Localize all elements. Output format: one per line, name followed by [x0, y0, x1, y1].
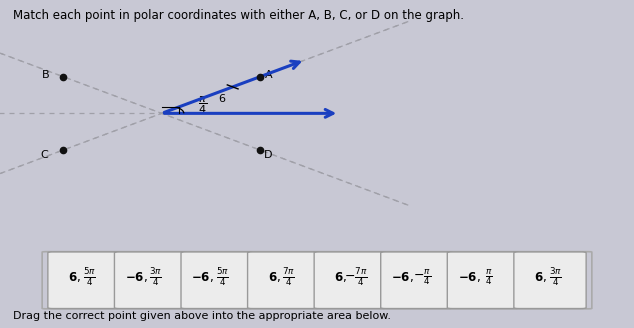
FancyBboxPatch shape [448, 252, 520, 309]
Text: D: D [264, 150, 273, 160]
Text: $\mathbf{6},$: $\mathbf{6},$ [534, 271, 547, 284]
Text: $\mathbf{6},$: $\mathbf{6},$ [334, 271, 347, 284]
FancyBboxPatch shape [181, 252, 253, 309]
Text: $\frac{7\pi}{4}$: $\frac{7\pi}{4}$ [282, 267, 295, 288]
Text: $\frac{3\pi}{4}$: $\frac{3\pi}{4}$ [149, 267, 162, 288]
Text: $\mathbf{6},$: $\mathbf{6},$ [268, 271, 280, 284]
Text: $\mathbf{-6},$: $\mathbf{-6},$ [191, 271, 214, 284]
Text: Drag the correct point given above into the appropriate area below.: Drag the correct point given above into … [13, 311, 391, 321]
Text: $\mathbf{-6},$: $\mathbf{-6},$ [125, 271, 147, 284]
Text: $\mathbf{-6},$: $\mathbf{-6},$ [391, 271, 414, 284]
Text: $-\frac{7\pi}{4}$: $-\frac{7\pi}{4}$ [344, 267, 367, 288]
FancyBboxPatch shape [114, 252, 186, 309]
Text: $\dfrac{\pi}{4}$: $\dfrac{\pi}{4}$ [198, 94, 207, 116]
Text: $\frac{5\pi}{4}$: $\frac{5\pi}{4}$ [82, 267, 96, 288]
Text: 6: 6 [217, 94, 225, 104]
FancyBboxPatch shape [314, 252, 386, 309]
Text: C: C [40, 150, 48, 160]
Text: B: B [41, 71, 49, 80]
Text: $\frac{\pi}{4}$: $\frac{\pi}{4}$ [485, 268, 492, 287]
Text: $-\frac{\pi}{4}$: $-\frac{\pi}{4}$ [413, 268, 431, 287]
FancyBboxPatch shape [514, 252, 586, 309]
Text: $\mathbf{6},$: $\mathbf{6},$ [68, 271, 81, 284]
FancyBboxPatch shape [247, 252, 320, 309]
FancyBboxPatch shape [48, 252, 120, 309]
Text: A: A [265, 71, 273, 80]
FancyBboxPatch shape [380, 252, 453, 309]
Text: $\mathbf{-6},$: $\mathbf{-6},$ [458, 271, 481, 284]
Text: $\frac{5\pi}{4}$: $\frac{5\pi}{4}$ [216, 267, 229, 288]
Text: Match each point in polar coordinates with either A, B, C, or D on the graph.: Match each point in polar coordinates wi… [13, 10, 463, 22]
Text: $\frac{3\pi}{4}$: $\frac{3\pi}{4}$ [548, 267, 562, 288]
